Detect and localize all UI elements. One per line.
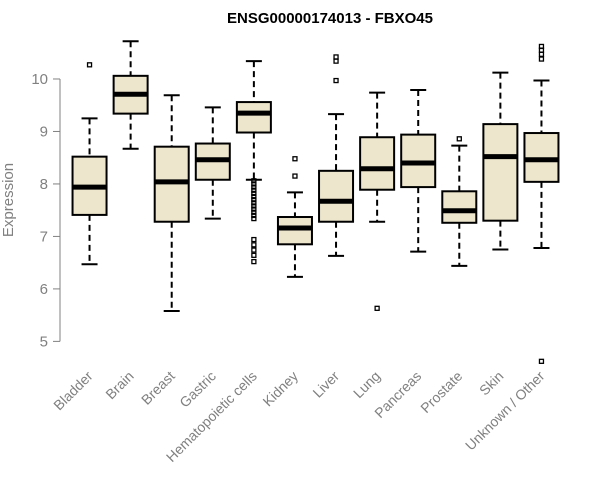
- outlier-point: [251, 212, 257, 219]
- outlier-point: [251, 247, 257, 253]
- box-iqr: [276, 216, 313, 246]
- chart-title: ENSG00000174013 - FBXO45: [227, 10, 433, 27]
- outlier-point: [251, 258, 257, 265]
- outlier-point: [251, 252, 257, 258]
- box-iqr: [359, 136, 396, 191]
- box-group: [71, 62, 108, 266]
- outlier-point: [292, 156, 298, 162]
- outlier-point: [251, 193, 257, 200]
- box-group: [482, 71, 519, 251]
- outlier-point: [251, 200, 257, 206]
- outlier-point: [538, 51, 545, 57]
- box-group: [318, 54, 355, 257]
- box-group: [194, 106, 231, 220]
- outlier-point: [251, 242, 257, 248]
- outlier-point: [251, 236, 257, 243]
- x-tick-label: Liver: [309, 368, 342, 401]
- outlier-point: [251, 184, 257, 190]
- outlier-point: [251, 187, 257, 193]
- box-group: [276, 156, 313, 278]
- box-group: [441, 136, 478, 267]
- y-axis-label: Expression: [0, 163, 17, 237]
- outlier-point: [538, 358, 545, 364]
- outlier-point: [456, 136, 462, 142]
- y-axis: 5 6 7 8 9 10: [31, 71, 61, 350]
- outlier-point: [251, 181, 257, 187]
- box-iqr: [235, 101, 272, 134]
- outlier-point: [333, 77, 339, 84]
- box-group: [359, 91, 396, 311]
- x-tick-label: Prostate: [417, 368, 465, 416]
- box-iqr: [441, 190, 478, 224]
- box-group: [523, 43, 560, 364]
- outlier-point: [292, 173, 298, 179]
- outlier-point: [538, 43, 545, 50]
- box-group: [153, 94, 190, 312]
- outlier-point: [86, 62, 93, 68]
- x-tick-label: Kidney: [259, 368, 301, 410]
- outlier-point: [538, 56, 545, 62]
- y-tick-label: 6: [40, 281, 48, 298]
- outlier-point: [251, 215, 257, 222]
- outlier-point: [251, 178, 257, 184]
- outlier-point: [251, 190, 257, 197]
- y-tick-label: 5: [40, 333, 48, 350]
- outlier-point: [333, 54, 339, 60]
- box-group: [112, 40, 149, 150]
- outlier-point: [251, 203, 257, 209]
- x-tick-label: Brain: [102, 368, 136, 402]
- outlier-point: [251, 197, 257, 203]
- outlier-point: [333, 58, 339, 64]
- y-tick-label: 9: [40, 123, 48, 140]
- box-iqr: [482, 123, 519, 222]
- y-tick-label: 8: [40, 176, 48, 193]
- x-tick-label: Lung: [350, 368, 383, 401]
- y-tick-label: 7: [40, 228, 48, 245]
- boxes: [71, 40, 560, 364]
- box-iqr: [318, 169, 355, 223]
- x-tick-label: Bladder: [50, 368, 96, 414]
- x-tick-label: Skin: [476, 368, 507, 399]
- x-tick-label: Breast: [138, 368, 178, 408]
- outlier-point: [251, 209, 257, 215]
- box-group: [400, 89, 437, 253]
- outlier-point: [251, 206, 257, 212]
- outlier-point: [374, 305, 380, 311]
- box-group: [235, 60, 272, 265]
- y-tick-label: 10: [31, 71, 48, 88]
